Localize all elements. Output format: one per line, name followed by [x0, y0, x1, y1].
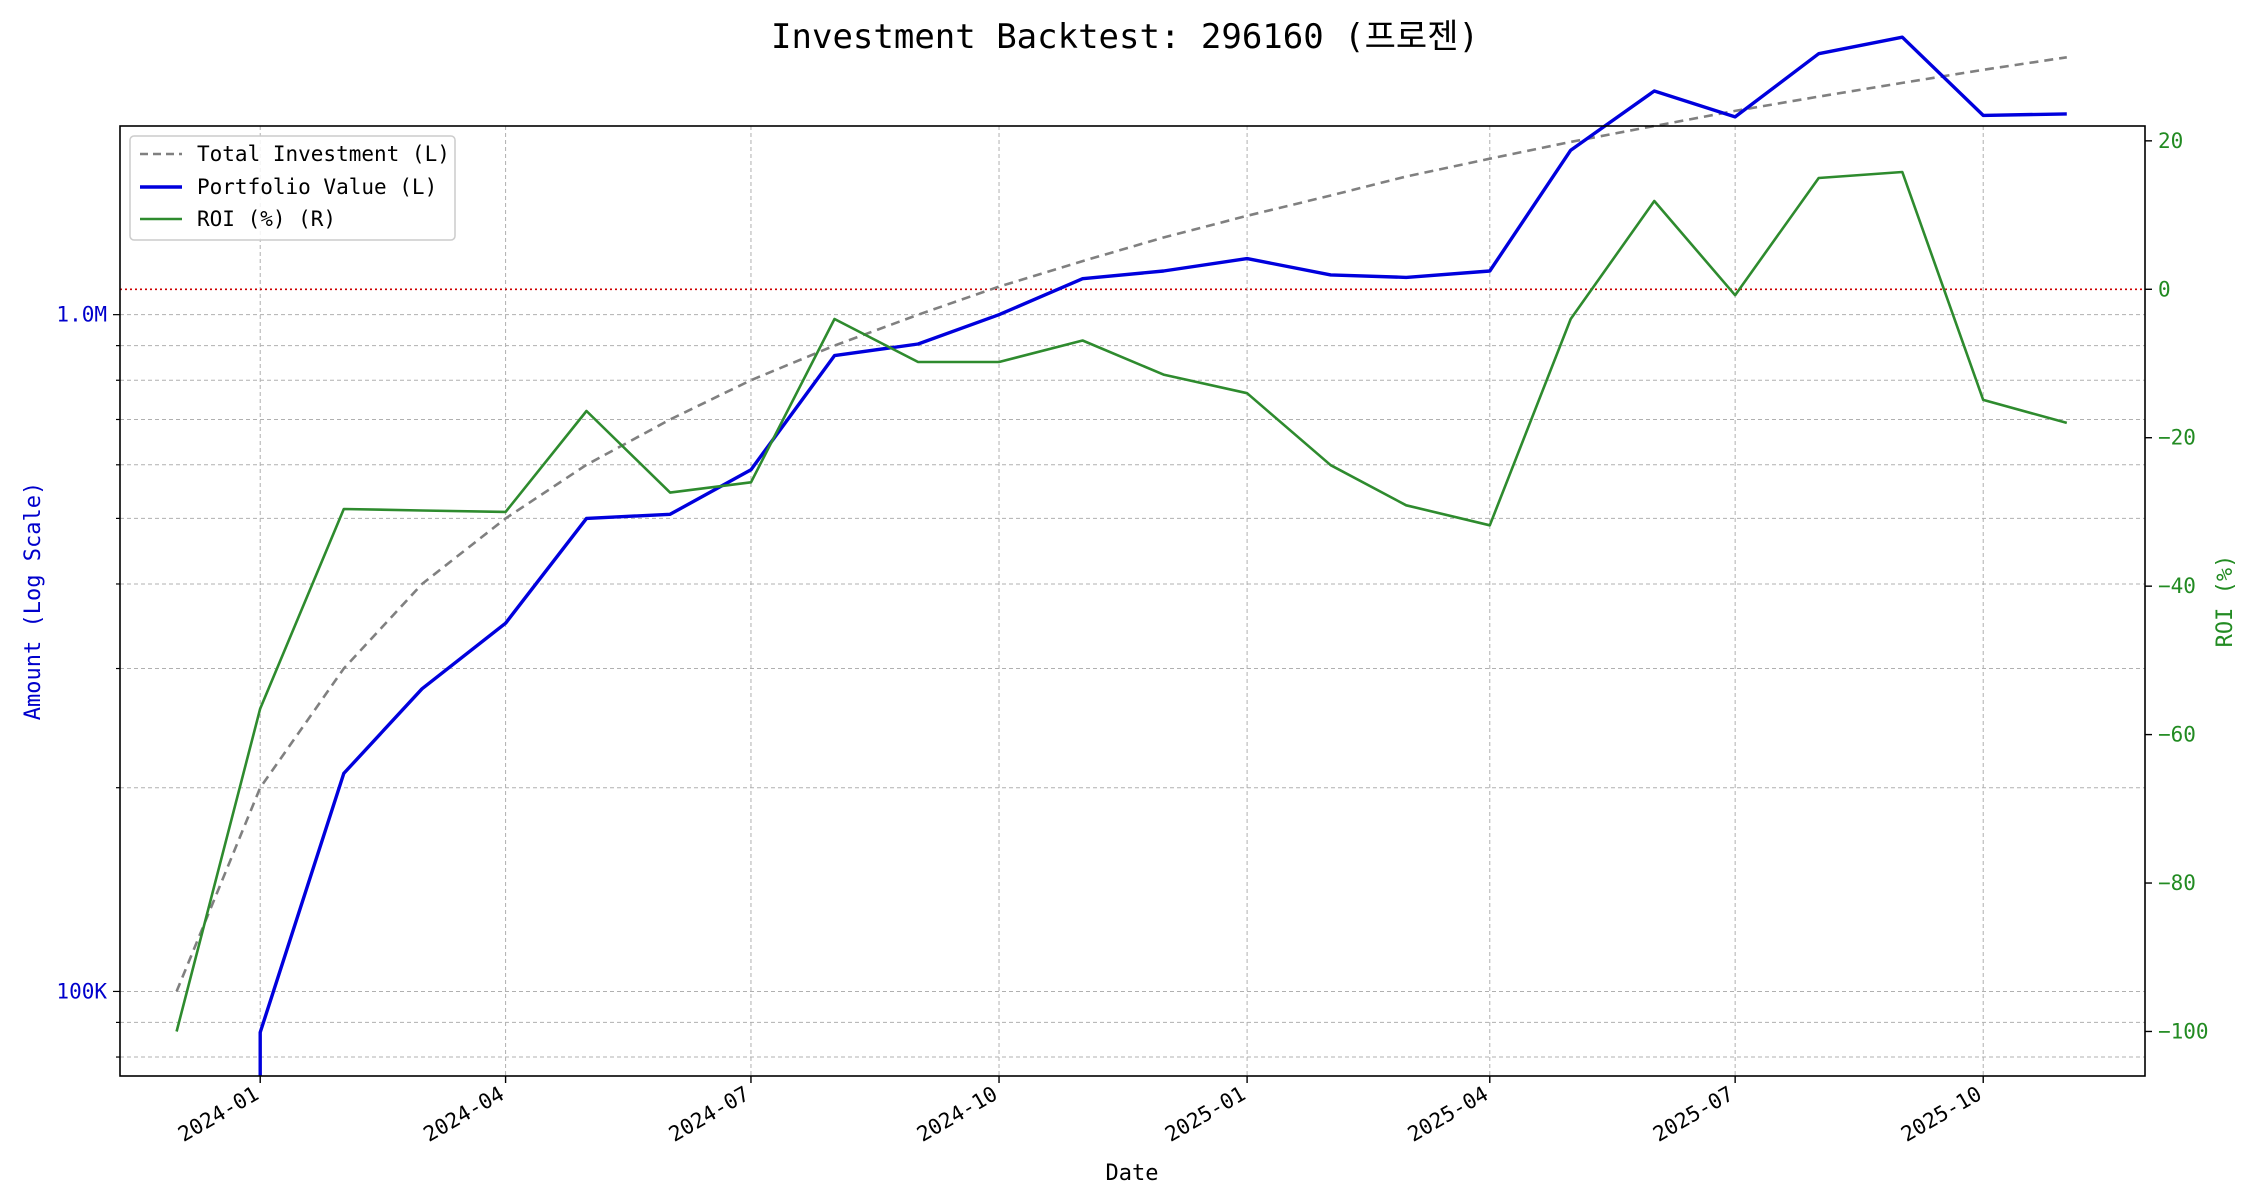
- grid-layer: [120, 126, 2145, 1076]
- legend-box: [129, 135, 456, 241]
- y-right-tick-label: −60: [2158, 723, 2196, 747]
- legend-label-roi: ROI (%) (R): [197, 207, 336, 231]
- x-tick-label: 2024-10: [913, 1082, 1002, 1147]
- x-axis-label: Date: [1106, 1161, 1159, 1186]
- legend: Total Investment (L) Portfolio Value (L)…: [129, 135, 456, 241]
- y-right-tick-label: −80: [2158, 871, 2196, 895]
- y-axis-left-label: Amount (Log Scale): [21, 482, 46, 720]
- plot-area-frame: [119, 125, 2146, 1077]
- chart-title: Investment Backtest: 296160 (프로젠): [771, 17, 1479, 57]
- x-tick-label: 2024-04: [419, 1082, 508, 1147]
- x-tick-label: 2025-10: [1897, 1082, 1986, 1147]
- y-right-tick-label: −100: [2158, 1019, 2209, 1043]
- y-right-tick-label: −20: [2158, 426, 2196, 450]
- y-left-tick-label: 100K: [56, 979, 107, 1003]
- y-right-tick-label: 0: [2158, 277, 2171, 301]
- y-axis-right-label: ROI (%): [2213, 555, 2238, 648]
- y-right-tick-label: −40: [2158, 574, 2196, 598]
- series-line-total-investment: [175, 56, 2067, 992]
- x-tick-label: 2025-01: [1161, 1082, 1250, 1147]
- series-layer: [120, 35, 2145, 1076]
- x-tick-label: 2025-07: [1649, 1082, 1738, 1147]
- x-tick-label: 2024-01: [174, 1082, 263, 1147]
- y-right-tick-label: 20: [2158, 129, 2183, 153]
- y-left-tick-label: 1.0M: [56, 303, 107, 327]
- series-line-roi: [175, 170, 2068, 1032]
- series-line-portfolio-value: [258, 35, 2067, 1076]
- tick-layer: 2024-01 2024-04 2024-07 2024-10 2025-01 2025-…: [56, 129, 2208, 1147]
- legend-label-portfolio-value: Portfolio Value (L): [197, 175, 437, 199]
- x-tick-label: 2024-07: [665, 1082, 754, 1147]
- legend-label-total-investment: Total Investment (L): [197, 142, 450, 166]
- x-tick-label: 2025-04: [1404, 1082, 1493, 1147]
